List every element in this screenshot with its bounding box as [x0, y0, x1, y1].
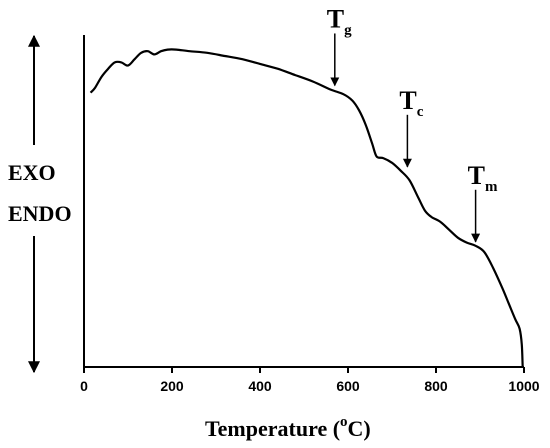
annotation-g: Tg — [327, 4, 352, 87]
x-tick-labels: 0 200 400 600 800 1000 — [80, 378, 540, 394]
series-line — [89, 48, 524, 368]
x-tick-label: 600 — [336, 378, 360, 394]
endo-label: ENDO — [8, 201, 72, 226]
x-tick-label: 200 — [160, 378, 184, 394]
x-axis-title-sup: o — [340, 414, 348, 430]
x-tick-label: 1000 — [508, 378, 539, 394]
x-ticks — [83, 367, 525, 373]
x-axis-title: Temperature (oC) — [205, 414, 371, 441]
annotation-label: Tc — [399, 86, 423, 120]
x-tick-label: 400 — [248, 378, 272, 394]
x-tick-label: 0 — [80, 378, 88, 394]
exo-label: EXO — [8, 160, 56, 185]
x-axis-title-main: Temperature ( — [205, 416, 340, 441]
x-tick-label: 800 — [424, 378, 448, 394]
annotation-c: Tc — [399, 86, 424, 168]
x-axis-title-unit: C) — [348, 416, 371, 441]
annotation-label: Tg — [327, 4, 352, 38]
annotation-label: Tm — [468, 161, 498, 195]
annotations: Tg Tc Tm — [327, 4, 498, 243]
annotation-m: Tm — [468, 161, 498, 243]
